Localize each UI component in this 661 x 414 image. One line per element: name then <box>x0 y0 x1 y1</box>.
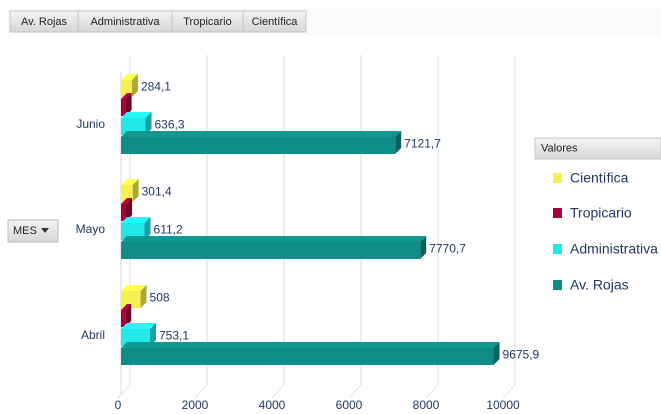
bar-side <box>420 236 427 259</box>
tick-mark <box>348 384 362 399</box>
bar-top <box>121 93 132 99</box>
bar-side <box>145 112 152 135</box>
data-label: 636,3 <box>154 118 184 132</box>
category-label: Abril <box>81 328 105 342</box>
bar <box>121 204 127 221</box>
toolbar-tab[interactable]: Administrativa <box>77 10 173 33</box>
bar-side <box>126 198 133 221</box>
tab-background <box>242 10 307 33</box>
bar <box>121 99 126 116</box>
bar <box>121 118 146 135</box>
bar <box>121 223 145 240</box>
x-tick-label: 10000 <box>486 398 520 412</box>
tab-label: Tropicario <box>183 16 232 28</box>
data-label: 508 <box>150 291 170 305</box>
dropdown-arrow <box>41 228 49 233</box>
row-field-label: MES <box>13 225 37 237</box>
bar-top <box>121 198 133 204</box>
toolbar-tab[interactable]: Tropicario <box>171 10 244 33</box>
bar-top <box>121 112 152 118</box>
tick-mark <box>502 384 516 399</box>
bar-top <box>121 342 500 348</box>
bar-side <box>149 323 156 346</box>
tick-mark <box>117 384 131 399</box>
x-tick-label: 4000 <box>259 398 286 412</box>
toolbar-tab[interactable]: Av. Rojas <box>9 10 79 33</box>
legend-swatch <box>553 208 562 218</box>
tick-mark <box>425 384 439 399</box>
category-label: Junio <box>76 117 105 131</box>
bar-side <box>493 342 500 365</box>
x-tick-label: 8000 <box>413 398 440 412</box>
bar <box>121 310 126 327</box>
x-tick-label: 6000 <box>336 398 363 412</box>
legend-label: Av. Rojas <box>570 277 629 293</box>
legend-swatch <box>553 280 562 290</box>
bar-top <box>121 304 132 310</box>
tab-label: Administrativa <box>90 16 160 28</box>
bar <box>121 329 150 346</box>
data-label: 753,1 <box>159 329 189 343</box>
bar-top <box>121 236 427 242</box>
category-label: Mayo <box>76 222 106 236</box>
bar <box>121 242 421 259</box>
bar-top <box>121 217 151 223</box>
data-label: 7770,7 <box>429 242 466 256</box>
tick-mark <box>271 384 285 399</box>
data-label: 284,1 <box>141 80 171 94</box>
data-label: 611,2 <box>154 223 183 237</box>
bar-side <box>131 74 138 97</box>
tick-mark <box>194 384 208 399</box>
legend-title: Valores <box>541 142 578 154</box>
tab-label: Av. Rojas <box>21 16 68 28</box>
bar-side <box>144 217 151 240</box>
legend-label: Tropicario <box>570 205 632 221</box>
bar <box>121 137 396 154</box>
data-label: 301,4 <box>142 185 172 199</box>
legend-label: Científica <box>570 170 629 186</box>
bar <box>121 291 141 308</box>
bar-top <box>121 323 156 329</box>
tab-label: Científica <box>252 16 299 28</box>
legend-header <box>534 137 661 160</box>
toolbar-tab[interactable]: Científica <box>242 10 307 33</box>
bar-side <box>132 179 139 202</box>
bar-top <box>121 179 139 185</box>
legend-swatch <box>553 244 562 254</box>
bar-side <box>125 304 132 327</box>
bar-top <box>121 74 138 80</box>
x-tick-label: 0 <box>115 398 122 412</box>
data-label: 7121,7 <box>404 137 441 151</box>
x-tick-label: 2000 <box>182 398 209 412</box>
row-field-button[interactable] <box>7 219 59 243</box>
bar <box>121 348 494 365</box>
bar-side <box>395 131 402 154</box>
bar-top <box>121 285 147 291</box>
bar <box>121 185 133 202</box>
bar-top <box>121 131 402 137</box>
bar <box>121 80 132 97</box>
bar-side <box>140 285 147 308</box>
data-label: 9675,9 <box>503 348 540 362</box>
bar-side <box>125 93 132 116</box>
legend-label: Administrativa <box>570 241 658 257</box>
legend-swatch <box>553 173 562 183</box>
